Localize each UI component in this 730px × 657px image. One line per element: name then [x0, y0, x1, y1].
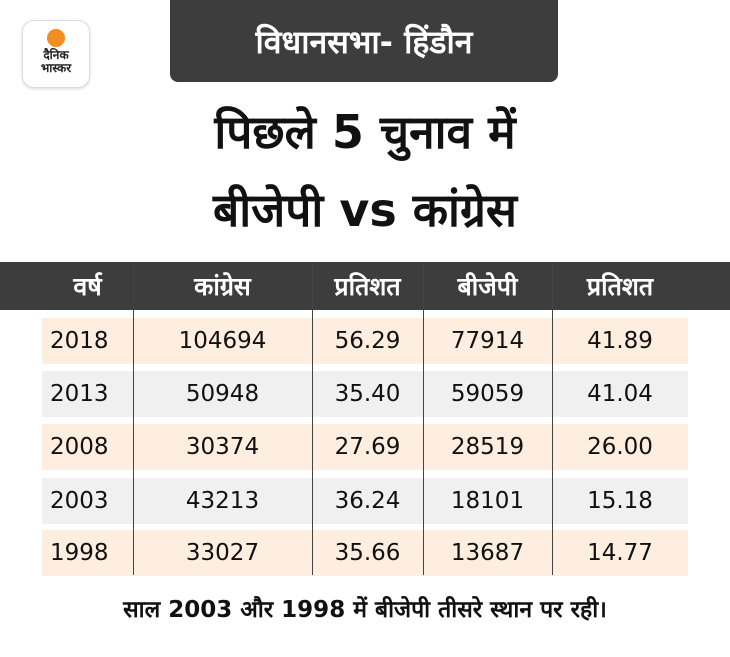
footer-note: साल 2003 और 1998 में बीजेपी तीसरे स्थान …: [123, 597, 607, 623]
table-cell: 56.29: [334, 328, 401, 354]
table-cell: 13687: [450, 540, 525, 566]
table-cell: 2013: [50, 381, 109, 407]
table-cell: 27.69: [334, 434, 401, 460]
column-divider: [552, 262, 553, 575]
table-cell: 50948: [185, 381, 260, 407]
table-cell: 33027: [185, 540, 260, 566]
table-cell: 2008: [50, 434, 109, 460]
table-cell: 43213: [185, 488, 260, 514]
column-header: प्रतिशत: [586, 272, 654, 301]
table-cell: 18101: [450, 488, 525, 514]
table-cell: 104694: [178, 328, 267, 354]
column-header: कांग्रेस: [194, 272, 251, 301]
column-header: प्रतिशत: [334, 272, 401, 301]
column-divider: [133, 262, 134, 575]
column-header: बीजेपी: [457, 272, 518, 301]
table-cell: 2018: [50, 328, 109, 354]
dainik-bhaskar-logo: दैनिक भास्कर: [22, 20, 90, 88]
table-row: 2018 104694 56.29 77914 41.89: [42, 318, 688, 364]
sun-icon: [47, 29, 65, 47]
table-cell: 30374: [185, 434, 260, 460]
column-divider: [423, 262, 424, 575]
table-row: 2008 30374 27.69 28519 26.00: [42, 424, 688, 470]
table-cell: 35.40: [334, 381, 401, 407]
title-line2: बीजेपी vs कांग्रेस: [212, 183, 518, 237]
table-cell: 14.77: [587, 540, 653, 566]
column-divider: [312, 262, 313, 575]
table-cell: 36.24: [334, 488, 401, 514]
table-cell: 77914: [450, 328, 525, 354]
table-row: 2013 50948 35.40 59059 41.04: [42, 371, 688, 417]
title-line1: पिछले 5 चुनाव में: [214, 105, 516, 159]
column-header: वर्ष: [73, 272, 102, 301]
table-header: वर्ष कांग्रेस प्रतिशत बीजेपी प्रतिशत: [0, 262, 730, 310]
table-cell: 59059: [450, 381, 525, 407]
table-cell: 26.00: [587, 434, 653, 460]
table-cell: 41.04: [587, 381, 653, 407]
table-cell: 35.66: [334, 540, 401, 566]
table-cell: 41.89: [587, 328, 653, 354]
table-cell: 28519: [450, 434, 525, 460]
table-cell: 15.18: [587, 488, 653, 514]
logo-line2: भास्कर: [40, 61, 72, 75]
table-cell: 1998: [50, 540, 109, 566]
constituency-tag: विधानसभा- हिंडौन: [170, 0, 558, 82]
table-row: 2003 43213 36.24 18101 15.18: [42, 478, 688, 524]
logo-line1: दैनिक: [43, 48, 69, 62]
table-cell: 2003: [50, 488, 109, 514]
table-row: 1998 33027 35.66 13687 14.77: [42, 530, 688, 576]
